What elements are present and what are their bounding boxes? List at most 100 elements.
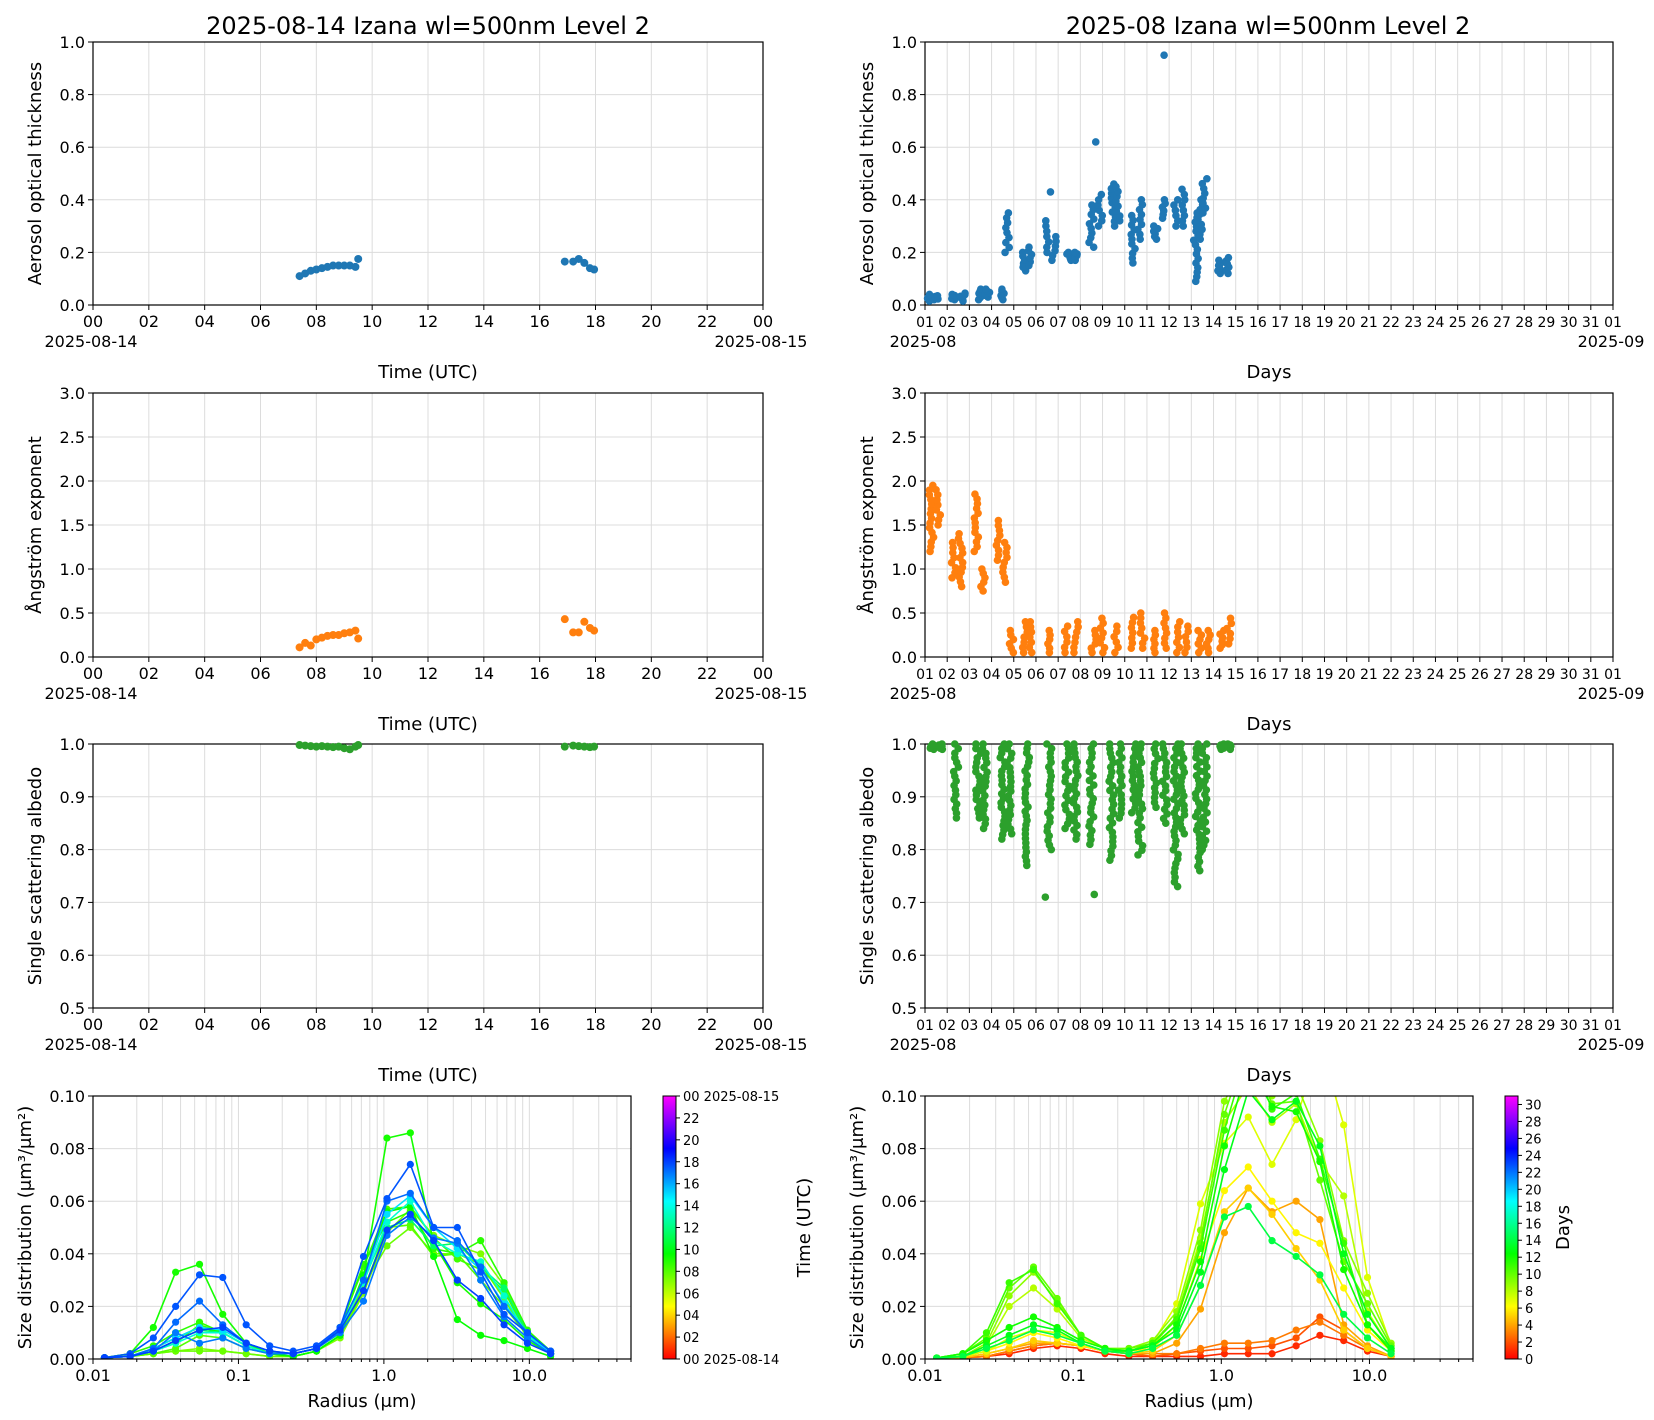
data-point bbox=[1223, 624, 1231, 633]
x-tick-label: 04 bbox=[194, 312, 214, 331]
y-axis-label: Single scattering albedo bbox=[25, 767, 46, 985]
series-line bbox=[104, 1213, 551, 1359]
data-point bbox=[1292, 1197, 1300, 1205]
data-point bbox=[978, 565, 986, 573]
data-point bbox=[195, 1271, 204, 1279]
y-axis-label: Ångström exponent bbox=[856, 436, 878, 614]
data-points bbox=[295, 254, 599, 281]
data-point bbox=[383, 1242, 391, 1250]
data-point bbox=[477, 1268, 485, 1276]
data-point bbox=[1292, 1252, 1300, 1261]
x-end-date-label: 2025-09 bbox=[1578, 332, 1645, 351]
data-point bbox=[406, 1210, 414, 1218]
size-distribution-daily-chart: 0.00 0.02 0.04 0.06 0.08 0.10 0.01 0.1 1.0 10.0 Ra… bbox=[15, 1087, 815, 1412]
y-tick-label: 0.2 bbox=[60, 243, 85, 262]
y-tick-label: 2.0 bbox=[60, 472, 85, 491]
data-point bbox=[523, 1329, 532, 1337]
data-point bbox=[1149, 222, 1158, 230]
y-tick-label: 0.06 bbox=[49, 1192, 85, 1211]
colorbar-tick-label: 08 bbox=[683, 1265, 700, 1280]
y-tick-label: 0.4 bbox=[60, 191, 85, 210]
x-tick-label: 13 bbox=[1182, 315, 1200, 331]
x-tick-label: 25 bbox=[1449, 667, 1467, 683]
x-tick-label: 14 bbox=[474, 664, 494, 683]
data-point bbox=[1245, 1045, 1252, 1052]
y-tick-label: 0.6 bbox=[60, 946, 85, 965]
data-point bbox=[195, 1318, 204, 1326]
data-point bbox=[1005, 740, 1013, 748]
x-tick-label: 12 bbox=[1160, 667, 1178, 683]
data-point bbox=[560, 257, 569, 266]
x-start-date-label: 2025-08 bbox=[890, 684, 957, 703]
x-axis-label: Radius (μm) bbox=[1144, 1391, 1253, 1412]
data-point bbox=[1245, 1053, 1252, 1060]
colorbar-tick-label: 00 2025-08-15 bbox=[683, 1090, 779, 1105]
data-point bbox=[500, 1284, 508, 1292]
y-tick-label: 0.8 bbox=[892, 86, 917, 105]
data-point bbox=[172, 1302, 180, 1310]
data-point bbox=[1196, 1352, 1205, 1359]
x-tick-label: 16 bbox=[529, 664, 549, 683]
x-tick-label: 20 bbox=[641, 312, 661, 331]
colorbar-tick-label: 00 2025-08-14 bbox=[683, 1353, 779, 1368]
x-tick-label: 20 bbox=[1338, 315, 1356, 331]
x-tick-label: 01 bbox=[916, 315, 934, 331]
data-point bbox=[383, 1210, 391, 1218]
data-point bbox=[1340, 1326, 1348, 1334]
data-point bbox=[329, 261, 338, 270]
x-tick-label: 07 bbox=[1049, 1018, 1067, 1034]
x-tick-label: 19 bbox=[1316, 667, 1334, 683]
data-point bbox=[1292, 1229, 1300, 1237]
data-point bbox=[477, 1250, 485, 1258]
data-point bbox=[971, 490, 979, 499]
data-point bbox=[1151, 626, 1159, 635]
data-point bbox=[359, 1287, 368, 1295]
data-point bbox=[574, 628, 583, 637]
y-tick-label: 0.2 bbox=[892, 243, 917, 262]
x-tick-label: 14 bbox=[1205, 1018, 1223, 1034]
data-point bbox=[383, 1226, 391, 1234]
x-axis-label: Time (UTC) bbox=[377, 714, 478, 735]
data-point bbox=[195, 1326, 204, 1334]
data-point bbox=[1070, 740, 1078, 748]
data-point bbox=[1116, 740, 1125, 748]
data-point bbox=[219, 1273, 227, 1282]
colorbar-tick-label: 6 bbox=[1525, 1302, 1533, 1317]
data-point bbox=[1340, 1250, 1348, 1258]
data-point bbox=[1292, 1244, 1300, 1253]
data-point bbox=[1292, 1116, 1300, 1124]
data-point bbox=[359, 1297, 368, 1305]
data-point bbox=[1220, 1208, 1229, 1216]
data-point bbox=[1149, 1344, 1157, 1353]
axes-frame bbox=[924, 392, 1614, 658]
x-tick-label: 18 bbox=[585, 1015, 605, 1034]
data-point bbox=[500, 1310, 508, 1318]
data-point bbox=[590, 626, 599, 635]
y-tick-label: 0.04 bbox=[881, 1245, 917, 1264]
data-point bbox=[289, 1350, 297, 1358]
data-point bbox=[1292, 1334, 1300, 1342]
data-point bbox=[949, 767, 958, 776]
data-point bbox=[500, 1321, 508, 1329]
x-tick-label: 28 bbox=[1515, 1018, 1533, 1034]
x-end-date-label: 2025-09 bbox=[1578, 684, 1645, 703]
x-tick-label: 20 bbox=[1338, 667, 1356, 683]
series-lines bbox=[100, 1129, 555, 1359]
data-point bbox=[195, 1297, 204, 1305]
data-point bbox=[1105, 740, 1114, 748]
data-point bbox=[951, 740, 959, 748]
x-tick-label: 24 bbox=[1427, 667, 1445, 683]
y-tick-label: 2.5 bbox=[892, 428, 917, 447]
data-point bbox=[1196, 1200, 1205, 1208]
axes-frame bbox=[92, 41, 764, 306]
data-point bbox=[1363, 1334, 1372, 1342]
x-tick-label: 06 bbox=[250, 664, 270, 683]
data-point bbox=[1005, 1344, 1013, 1353]
data-point bbox=[430, 1237, 438, 1245]
data-point bbox=[354, 634, 363, 643]
data-point bbox=[1137, 740, 1145, 748]
data-point bbox=[590, 742, 599, 751]
data-point bbox=[1170, 201, 1178, 209]
data-point bbox=[972, 740, 980, 748]
data-point bbox=[1005, 1279, 1013, 1287]
